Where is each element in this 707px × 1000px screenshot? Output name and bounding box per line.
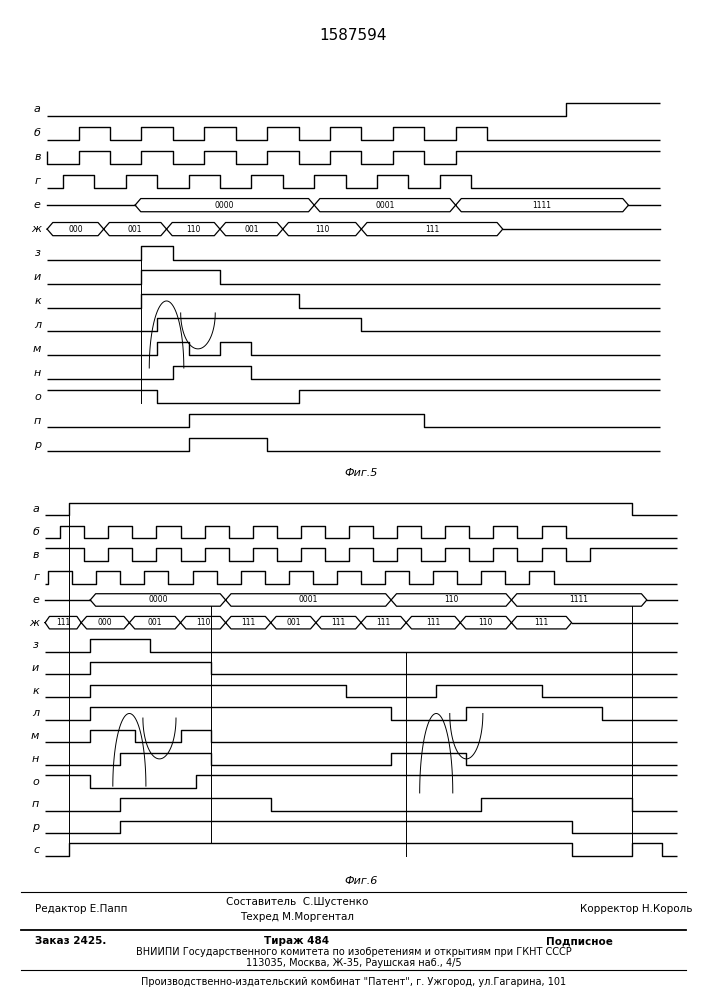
Text: 111: 111 — [425, 225, 439, 234]
Text: 0001: 0001 — [375, 201, 395, 210]
Text: о: о — [34, 392, 41, 402]
Text: 111: 111 — [241, 618, 255, 627]
Text: 111: 111 — [376, 618, 391, 627]
Text: 001: 001 — [148, 618, 162, 627]
Text: 1587594: 1587594 — [320, 27, 387, 42]
Text: в: в — [35, 152, 41, 162]
Text: и: и — [34, 272, 41, 282]
Text: е: е — [33, 595, 39, 605]
Text: р: р — [34, 440, 41, 450]
Text: г: г — [33, 572, 39, 582]
Text: н: н — [32, 754, 39, 764]
Text: 110: 110 — [196, 618, 210, 627]
Text: Составитель  С.Шустенко: Составитель С.Шустенко — [226, 897, 368, 907]
Text: а: а — [33, 504, 39, 514]
Text: г: г — [35, 176, 41, 186]
Text: о: о — [33, 777, 39, 787]
Text: б: б — [33, 527, 39, 537]
Text: 1111: 1111 — [570, 595, 589, 604]
Text: Подписное: Подписное — [547, 936, 613, 946]
Text: Тираж 484: Тираж 484 — [264, 936, 329, 946]
Text: Техред М.Моргентал: Техред М.Моргентал — [240, 912, 354, 922]
Text: 111: 111 — [56, 618, 70, 627]
Text: е: е — [34, 200, 41, 210]
Text: Корректор Н.Король: Корректор Н.Король — [580, 904, 692, 914]
Text: 113035, Москва, Ж-35, Раушская наб., 4/5: 113035, Москва, Ж-35, Раушская наб., 4/5 — [246, 958, 461, 968]
Text: к: к — [34, 296, 41, 306]
Text: з: з — [33, 640, 39, 650]
Text: и: и — [32, 663, 39, 673]
Text: с: с — [33, 845, 39, 855]
Text: к: к — [33, 686, 39, 696]
Text: 001: 001 — [244, 225, 259, 234]
Text: 000: 000 — [68, 225, 83, 234]
Text: 001: 001 — [128, 225, 142, 234]
Text: 0000: 0000 — [148, 595, 168, 604]
Text: 111: 111 — [426, 618, 440, 627]
Text: 110: 110 — [186, 225, 200, 234]
Text: 0001: 0001 — [298, 595, 318, 604]
Text: Фиг.6: Фиг.6 — [344, 876, 378, 886]
Text: 110: 110 — [479, 618, 493, 627]
Text: л: л — [32, 708, 39, 718]
Text: 110: 110 — [315, 225, 329, 234]
Text: в: в — [33, 550, 39, 560]
Text: п: п — [32, 799, 39, 809]
Text: ж: ж — [29, 618, 39, 628]
Text: Фиг.5: Фиг.5 — [345, 468, 378, 478]
Text: р: р — [32, 822, 39, 832]
Text: 111: 111 — [534, 618, 549, 627]
Text: Редактор Е.Папп: Редактор Е.Папп — [35, 904, 128, 914]
Text: Производственно-издательский комбинат "Патент", г. Ужгород, ул.Гагарина, 101: Производственно-издательский комбинат "П… — [141, 977, 566, 987]
Text: 1111: 1111 — [532, 201, 551, 210]
Text: б: б — [34, 128, 41, 138]
Text: 0000: 0000 — [215, 201, 235, 210]
Text: н: н — [34, 368, 41, 378]
Text: м: м — [30, 731, 39, 741]
Text: 111: 111 — [332, 618, 346, 627]
Text: ж: ж — [31, 224, 41, 234]
Text: 000: 000 — [98, 618, 112, 627]
Text: 001: 001 — [286, 618, 300, 627]
Text: п: п — [34, 416, 41, 426]
Text: ВНИИПИ Государственного комитета по изобретениям и открытиям при ГКНТ СССР: ВНИИПИ Государственного комитета по изоб… — [136, 947, 571, 957]
Text: л: л — [34, 320, 41, 330]
Text: Заказ 2425.: Заказ 2425. — [35, 936, 107, 946]
Text: 110: 110 — [444, 595, 458, 604]
Text: а: а — [34, 104, 41, 114]
Text: з: з — [35, 248, 41, 258]
Text: м: м — [33, 344, 41, 354]
